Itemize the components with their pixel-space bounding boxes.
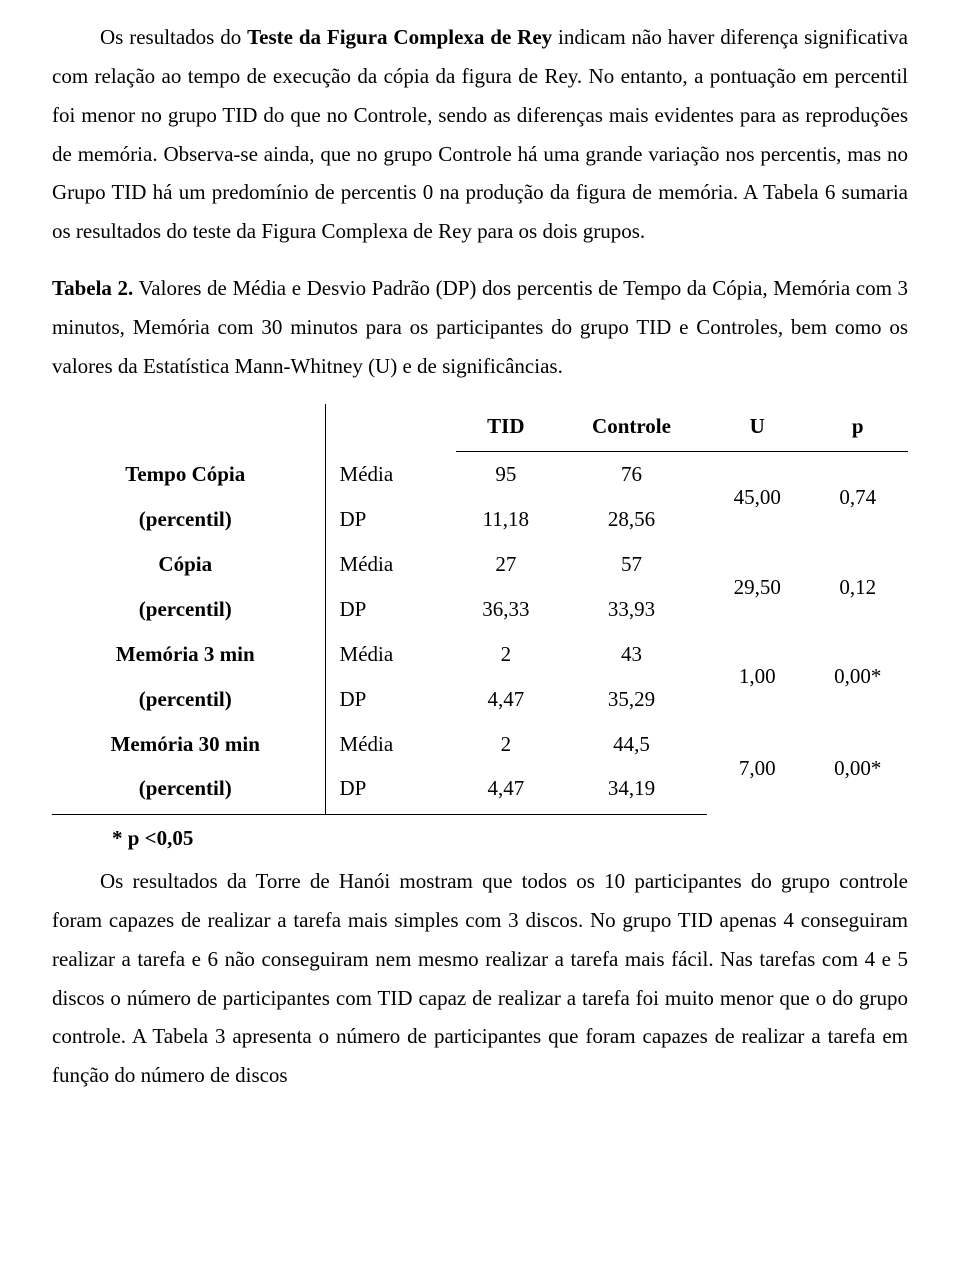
cell-p: 0,74 [807, 452, 908, 542]
row-stat: DP [325, 766, 456, 814]
cell: 34,19 [556, 766, 707, 814]
table-row: Cópia Média 27 57 29,50 0,12 [52, 542, 908, 587]
cell: 4,47 [456, 677, 557, 722]
table-row: Memória 3 min Média 2 43 1,00 0,00* [52, 632, 908, 677]
row-stat: Média [325, 722, 456, 767]
results-table: TID Controle U p Tempo Cópia Média 95 76… [52, 404, 908, 858]
paragraph-2: Tabela 2. Valores de Média e Desvio Padr… [52, 269, 908, 386]
table: TID Controle U p Tempo Cópia Média 95 76… [52, 404, 908, 816]
cell-p: 0,00* [807, 632, 908, 722]
cell: 95 [456, 452, 557, 497]
cell: 76 [556, 452, 707, 497]
col-p: p [807, 404, 908, 452]
cell: 33,93 [556, 587, 707, 632]
row-label: Memória 3 min [52, 632, 325, 677]
document-page: Os resultados do Teste da Figura Complex… [0, 0, 960, 1282]
cell-u: 1,00 [707, 632, 808, 722]
cell: 2 [456, 722, 557, 767]
cell: 57 [556, 542, 707, 587]
cell: 36,33 [456, 587, 557, 632]
row-label: Memória 30 min [52, 722, 325, 767]
cell: 43 [556, 632, 707, 677]
cell: 11,18 [456, 497, 557, 542]
row-label: Cópia [52, 542, 325, 587]
row-label: (percentil) [52, 587, 325, 632]
p1-bold: Teste da Figura Complexa de Rey [247, 25, 552, 49]
row-stat: DP [325, 497, 456, 542]
row-label: (percentil) [52, 497, 325, 542]
table-row: Memória 30 min Média 2 44,5 7,00 0,00* [52, 722, 908, 767]
row-label: (percentil) [52, 677, 325, 722]
row-stat: Média [325, 632, 456, 677]
cell-p: 0,00* [807, 722, 908, 815]
cell: 27 [456, 542, 557, 587]
cell: 28,56 [556, 497, 707, 542]
paragraph-1: Os resultados do Teste da Figura Complex… [52, 18, 908, 251]
cell: 35,29 [556, 677, 707, 722]
table-row: Tempo Cópia Média 95 76 45,00 0,74 [52, 452, 908, 497]
table-label: Tabela 2. [52, 276, 133, 300]
p1-text-a: Os resultados do [100, 25, 247, 49]
p1-text-c: indicam não haver diferença significativ… [52, 25, 908, 243]
table-footnote: * p <0,05 [52, 815, 908, 858]
cell-u: 7,00 [707, 722, 808, 815]
cell: 44,5 [556, 722, 707, 767]
paragraph-3: Os resultados da Torre de Hanói mostram … [52, 862, 908, 1095]
table-caption: Valores de Média e Desvio Padrão (DP) do… [52, 276, 908, 378]
cell-u: 45,00 [707, 452, 808, 542]
col-controle: Controle [556, 404, 707, 452]
row-stat: Média [325, 542, 456, 587]
row-label: Tempo Cópia [52, 452, 325, 497]
col-u: U [707, 404, 808, 452]
row-label: (percentil) [52, 766, 325, 814]
row-stat: DP [325, 587, 456, 632]
cell-u: 29,50 [707, 542, 808, 632]
cell-p: 0,12 [807, 542, 908, 632]
row-stat: DP [325, 677, 456, 722]
row-stat: Média [325, 452, 456, 497]
cell: 2 [456, 632, 557, 677]
col-tid: TID [456, 404, 557, 452]
cell: 4,47 [456, 766, 557, 814]
table-header-row: TID Controle U p [52, 404, 908, 452]
